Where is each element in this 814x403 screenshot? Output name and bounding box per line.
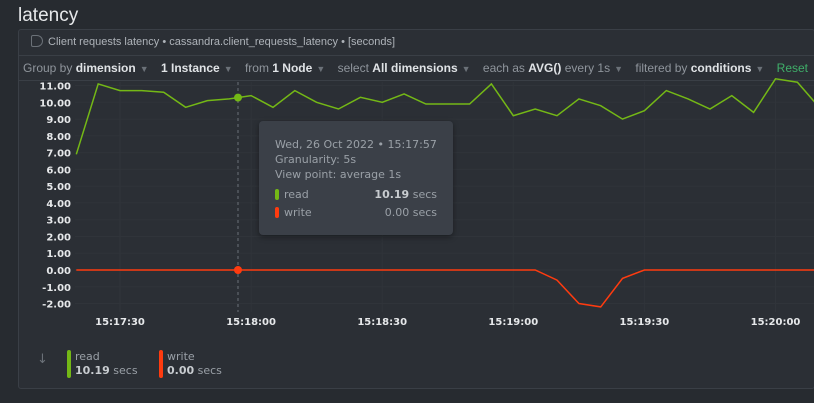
tooltip-date: Wed, 26 Oct 2022 • 15:17:57 [275,138,437,151]
chevron-down-icon: ▼ [614,64,624,74]
x-tick-label: 15:19:30 [620,317,670,328]
hover-point-write [233,266,242,274]
y-tick-label: 9.00 [46,115,71,126]
aggregation-dropdown[interactable]: each as AVG() every 1s ▼ [482,61,624,75]
reset-button[interactable]: Reset [776,61,809,75]
y-tick-label: 6.00 [46,165,71,176]
chevron-down-icon: ▼ [316,64,326,74]
chart-toolbar: Group by dimension ▼ 1 Instance ▼ from 1 N… [19,56,814,81]
filter-dropdown[interactable]: filtered by conditions ▼ [635,61,765,75]
group-by-dropdown[interactable]: Group by dimension ▼ [23,61,149,75]
y-tick-label: 1.00 [46,249,71,260]
chevron-down-icon: ▼ [139,64,149,74]
hover-point-read [233,93,242,102]
chevron-down-icon: ▼ [755,64,765,74]
tooltip-granularity: Granularity: 5s [275,153,357,166]
tooltip-row-read: read 10.19 secs [275,188,437,202]
arrow-down-icon: ↓ [37,352,48,367]
y-tick-label: 0.00 [46,266,71,277]
instances-dropdown[interactable]: 1 Instance ▼ [160,61,233,75]
x-tick-label: 15:18:00 [226,317,276,328]
page-title: latency [18,5,79,26]
nodes-dropdown[interactable]: from 1 Node ▼ [244,61,326,75]
x-tick-label: 15:20:00 [751,317,801,328]
x-tick-label: 15:19:00 [488,317,538,328]
series-line-read [75,77,814,155]
y-tick-label: 5.00 [46,182,71,193]
tooltip-row-write: write 0.00 secs [275,206,437,220]
chevron-down-icon: ▼ [223,64,233,74]
y-tick-label: 8.00 [46,132,71,143]
y-tick-label: 2.00 [46,232,71,243]
y-tick-label: 7.00 [46,149,71,160]
y-tick-label: 3.00 [46,216,71,227]
chart-icon [31,35,43,47]
y-tick-label: -1.00 [42,283,71,294]
y-tick-label: 11.00 [39,82,71,93]
chart-header: Client requests latency • cassandra.clie… [19,30,814,56]
series-line-write [76,269,814,308]
chart-header-text: Client requests latency • cassandra.clie… [48,36,396,48]
chevron-down-icon: ▼ [461,64,471,74]
x-tick-label: 15:18:30 [357,317,407,328]
y-tick-label: 4.00 [46,199,71,210]
tooltip-view-point: View point: average 1s [275,168,402,181]
x-tick-label: 15:17:30 [95,317,145,328]
dimensions-dropdown[interactable]: select All dimensions ▼ [337,61,471,75]
y-tick-label: 10.00 [39,98,71,109]
y-tick-label: -2.00 [42,300,71,311]
tooltip: Wed, 26 Oct 2022 • 15:17:57 Granularity:… [259,121,453,235]
